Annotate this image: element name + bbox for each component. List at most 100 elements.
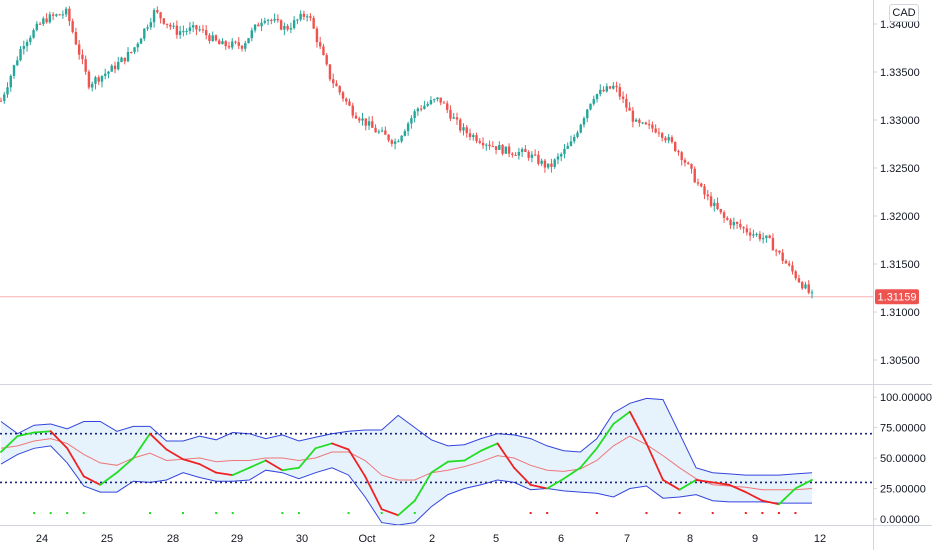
candle-body [341,92,345,99]
oscillator-segment [662,479,681,491]
oscillator-tick-label: 50.00000 [880,453,926,465]
candle-body [403,131,407,136]
candle-body [126,51,130,62]
candle-body [318,42,322,47]
last-price-label: 1.31159 [878,292,917,304]
oscillator-segment [66,447,85,478]
oscillator-segment [82,475,102,486]
candle-body [755,233,758,235]
price-axis[interactable]: 1.34000 1.33500 1.33000 1.32500 1.32000 1.315… [873,19,920,367]
candle-body [286,25,289,30]
price-tick-label: 1.34000 [880,19,920,31]
price-pane[interactable] [0,6,873,299]
buy-signal-marker [347,512,350,514]
candle-body [289,28,293,30]
candle-body [156,10,159,13]
candle-body [465,127,468,134]
candle-body [726,217,729,220]
candle-body [599,89,602,95]
candle-body [182,31,185,33]
oscillator-segment [149,432,168,451]
candle-body [16,60,19,66]
candle-body [195,25,198,30]
candle-body [553,159,556,167]
candle-body [576,132,579,137]
candle-body [794,271,797,279]
candle-body [406,123,410,132]
candle-body [524,149,527,152]
oscillator-axis[interactable]: 100.00000 75.00000 50.00000 25.00000 0.00000 [873,392,932,526]
time-axis[interactable]: 24 25 28 29 30 Oct 2 5 6 7 8 9 12 [36,533,826,545]
currency-button[interactable]: CAD [889,4,919,22]
buy-signal-marker [66,512,69,514]
candle-body [0,100,3,102]
candle-body [589,103,592,110]
oscillator-tick-label: 0.00000 [880,514,920,526]
oscillator-segment [380,508,400,517]
candle-body [143,28,146,39]
candle-body [71,21,74,33]
candle-body [680,152,683,161]
candle-body [185,31,188,33]
candle-body [638,119,641,123]
candle-body [530,154,534,158]
time-tick-label: 2 [429,533,435,545]
sell-signal-marker [529,512,532,514]
oscillator-segment [182,458,201,466]
candle-body [283,25,286,30]
candle-body [810,292,814,294]
candle-body [84,59,87,72]
candle-body [520,149,524,152]
candle-body [104,73,107,76]
candle-body [162,18,166,24]
oscillator-segment [115,457,135,474]
candle-body [273,18,276,21]
candle-body [263,20,267,23]
candle-body [410,118,413,124]
sell-signal-marker [794,512,797,514]
price-tick-label: 1.32500 [880,163,920,175]
last-price-badge: 1.31159 [875,289,919,305]
candle-body [270,19,273,21]
oscillator-tick-label: 75.00000 [880,423,926,435]
candle-body [136,43,139,48]
candle-body [592,99,595,104]
candle-body [494,146,498,150]
candle-body [309,16,312,18]
candle-body [540,160,543,164]
oscillator-segment [397,499,416,517]
time-tick-label: 12 [814,533,826,545]
candle-body [58,14,61,16]
candle-body [25,41,29,47]
candle-body [32,30,35,38]
buy-signal-marker [49,512,52,514]
candle-body [45,18,48,23]
oscillator-segment [744,491,764,502]
candle-body [12,65,16,76]
candle-body [774,250,778,252]
candle-body [722,212,726,218]
candle-body [19,48,22,61]
upper-band-line [0,397,813,476]
candle-body [709,196,713,207]
candle-body [651,124,654,129]
time-tick-label: 28 [167,533,179,545]
candle-body [563,148,566,155]
candle-body [35,23,39,31]
candle-body [664,137,667,141]
candle-body [253,24,257,31]
oscillator-line-group [0,410,813,517]
candle-body [423,105,426,109]
oscillator-segment [281,466,300,472]
candle-body [211,35,214,41]
candle-body [560,154,563,157]
oscillator-segment [513,466,532,486]
candle-body [198,29,201,31]
candle-body [468,133,472,138]
candle-body [761,238,765,240]
candle-body [507,146,511,154]
oscillator-pane[interactable] [0,397,873,526]
candle-body [485,144,488,146]
